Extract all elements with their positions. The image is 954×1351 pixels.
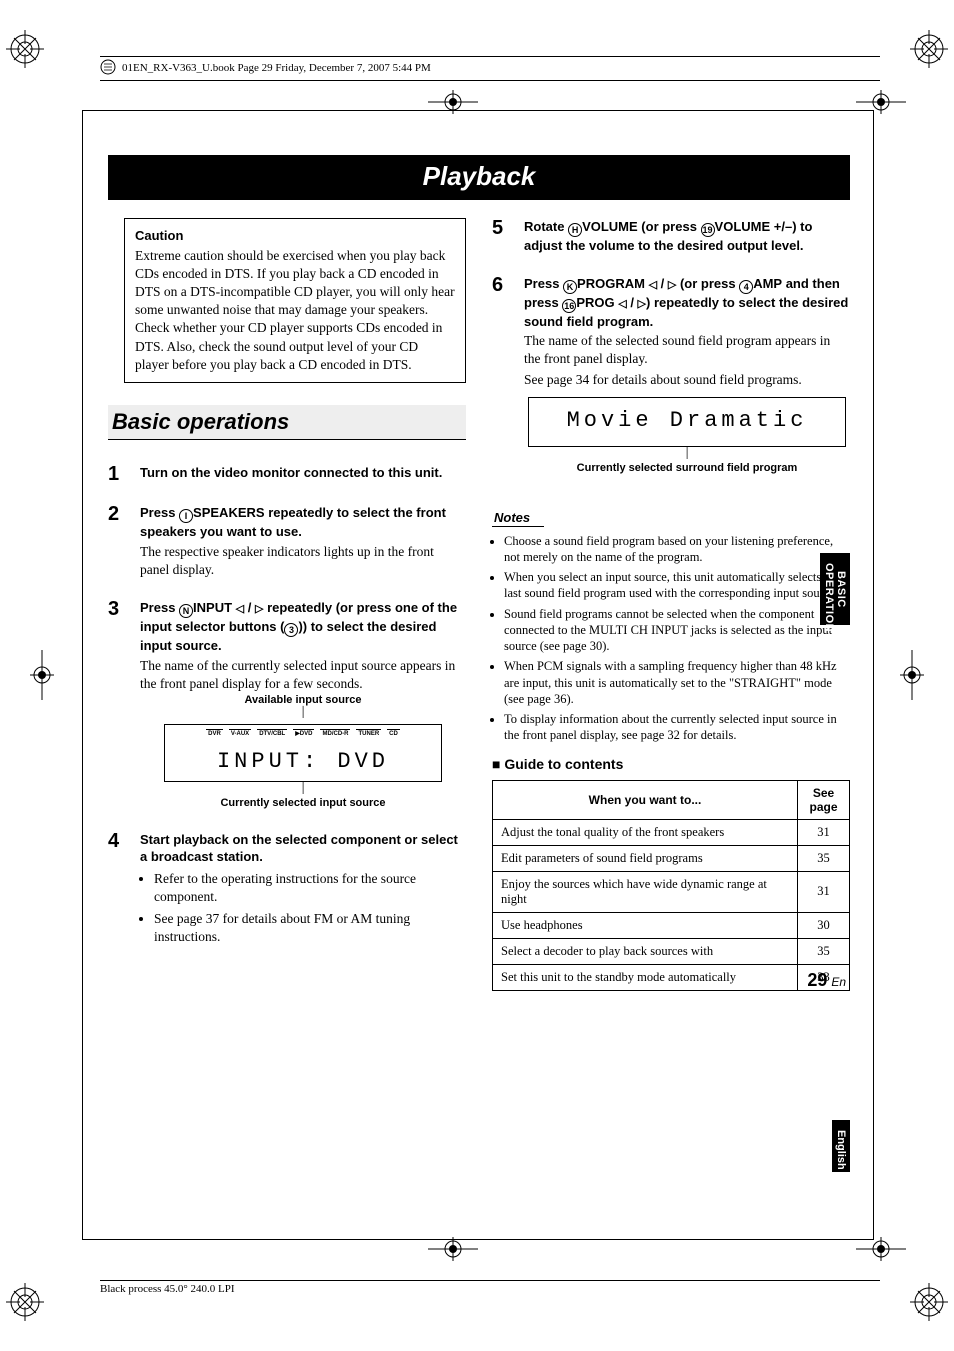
display-label-top: Available input source [140,693,466,708]
notes-heading: Notes [492,510,544,527]
display-main-text: INPUT: DVD [165,747,441,777]
crop-mark-icon [6,1283,44,1321]
right-triangle-icon [638,295,646,310]
step-lead: Press NINPUT / repeatedly (or press one … [140,599,466,655]
table-row: Use headphones30 [493,912,850,938]
registration-mark-icon [428,1237,478,1261]
source-file-text: 01EN_RX-V363_U.book Page 29 Friday, Dece… [122,62,431,74]
front-panel-display: Movie Dramatic [528,397,846,447]
left-triangle-icon [618,295,626,310]
notes-list: Choose a sound field program based on yo… [492,533,850,744]
table-header: When you want to... [493,780,798,819]
step-6: 6 Press KPROGRAM / (or press 4AMP and th… [492,275,850,476]
crop-mark-icon [910,30,948,68]
table-header: See page [798,780,850,819]
page-number: 29 En [807,970,846,991]
section-tab-basic-operation: BASIC OPERATION [820,553,850,625]
step-3: 3 Press NINPUT / repeatedly (or press on… [108,599,466,811]
step-4: 4 Start playback on the selected compone… [108,831,466,951]
display-label-bottom: Currently selected input source [140,796,466,811]
button-ref-icon: K [563,280,577,294]
caution-box: Caution Extreme caution should be exerci… [124,218,466,383]
registration-mark-icon [856,1237,906,1261]
button-ref-icon: 16 [562,299,576,313]
section-tab-language: English [832,1120,850,1172]
crop-mark-icon [6,30,44,68]
step-lead: Start playback on the selected component… [140,831,466,866]
display-input-row: DVR V-AUX DTV/CBL ▶DVD MD/CD-R TUNER CD [165,729,441,738]
caution-heading: Caution [135,227,455,245]
step-body-text: The name of the currently selected input… [140,657,466,693]
list-item: When PCM signals with a sampling frequen… [504,658,850,707]
display-label-bottom: Currently selected surround field progra… [524,461,850,476]
section-heading: Basic operations [108,405,466,440]
guide-table: When you want to... See page Adjust the … [492,780,850,991]
tick-icon: │ [140,710,466,716]
list-item: To display information about the current… [504,711,850,744]
button-ref-icon: N [179,604,193,618]
step-2: 2 Press ISPEAKERS repeatedly to select t… [108,504,466,579]
table-row: Adjust the tonal quality of the front sp… [493,819,850,845]
table-row: Edit parameters of sound field programs3… [493,845,850,871]
display-main-text: Movie Dramatic [529,406,845,436]
step-number: 5 [492,218,512,255]
step-body-text: The name of the selected sound field pro… [524,332,850,368]
button-ref-icon: I [179,509,193,523]
step-number: 2 [108,504,128,579]
left-triangle-icon [236,600,244,615]
registration-mark-icon [900,650,924,700]
step-lead: Press ISPEAKERS repeatedly to select the… [140,504,466,541]
front-panel-display: DVR V-AUX DTV/CBL ▶DVD MD/CD-R TUNER CD … [164,724,442,782]
step-number: 1 [108,464,128,484]
table-row: Enjoy the sources which have wide dynami… [493,871,850,912]
left-triangle-icon [649,276,657,291]
table-row: Set this unit to the standby mode automa… [493,964,850,990]
list-item: Choose a sound field program based on yo… [504,533,850,566]
button-ref-icon: H [568,223,582,237]
step-1: 1 Turn on the video monitor connected to… [108,464,466,484]
list-item: When you select an input source, this un… [504,569,850,602]
guide-heading: Guide to contents [492,756,850,772]
print-process-footer: Black process 45.0° 240.0 LPI [100,1280,880,1295]
table-row: Select a decoder to play back sources wi… [493,938,850,964]
list-item: See page 37 for details about FM or AM t… [154,910,466,946]
chapter-title: Playback [108,155,850,200]
step-body-text: See page 34 for details about sound fiel… [524,371,850,389]
step-5: 5 Rotate HVOLUME (or press 19VOLUME +/–)… [492,218,850,255]
button-ref-icon: 4 [739,280,753,294]
crop-mark-icon [910,1283,948,1321]
tick-icon: │ [524,451,850,457]
step-number: 3 [108,599,128,811]
caution-body: Extreme caution should be exercised when… [135,247,455,375]
list-item: Sound field programs cannot be selected … [504,606,850,655]
step-number: 4 [108,831,128,951]
button-ref-icon: 3 [284,623,298,637]
list-item: Refer to the operating instructions for … [154,870,466,906]
tick-icon: │ [140,786,466,792]
source-file-header: 01EN_RX-V363_U.book Page 29 Friday, Dece… [100,56,880,81]
step-lead: Rotate HVOLUME (or press 19VOLUME +/–) t… [524,218,850,255]
book-icon [100,59,116,78]
step-body-text: The respective speaker indicators lights… [140,543,466,579]
step-lead: Turn on the video monitor connected to t… [140,464,466,482]
step-number: 6 [492,275,512,476]
button-ref-icon: 19 [701,223,715,237]
step-lead: Press KPROGRAM / (or press 4AMP and then… [524,275,850,331]
step-bullets: Refer to the operating instructions for … [140,870,466,947]
registration-mark-icon [30,650,54,700]
